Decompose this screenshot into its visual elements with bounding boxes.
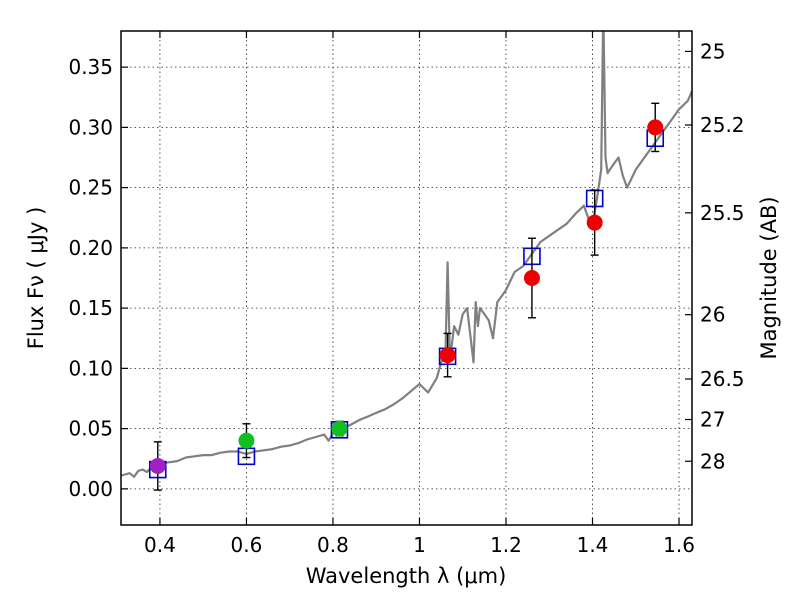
- observed-point: [149, 457, 166, 474]
- x-tick-label: 1.6: [663, 533, 695, 557]
- x-axis-label: Wavelength λ (μm): [306, 564, 507, 588]
- x-tick-label: 1.2: [490, 533, 522, 557]
- observed-point-layer: [149, 119, 664, 474]
- x-tick-label: 0.8: [317, 533, 349, 557]
- y-axis-label: Flux Fν ( μJy ): [24, 207, 48, 350]
- right-tick-label: 27: [700, 408, 725, 432]
- x-tick-label: 0.4: [144, 533, 176, 557]
- observed-point: [439, 347, 456, 364]
- y-tick-label: 0.25: [68, 176, 113, 200]
- y-tick-label: 0.00: [68, 477, 113, 501]
- x-axis-ticks: 0.4 0.6 0.8 1 1.2 1.4 1.6: [144, 31, 695, 557]
- observed-point: [586, 214, 603, 231]
- y-tick-label: 0.35: [68, 55, 113, 79]
- observed-point: [647, 119, 664, 136]
- model-spectrum-layer: [121, 31, 692, 478]
- y-tick-label: 0.10: [68, 356, 113, 380]
- plot-frame: [120, 30, 693, 526]
- observed-point: [238, 432, 255, 449]
- y-axis-ticks: 0.00 0.05 0.10 0.15 0.20 0.25 0.30 0.35: [68, 55, 128, 501]
- right-axis-label: Magnitude (AB): [757, 196, 781, 359]
- x-tick-label: 1.4: [577, 533, 609, 557]
- right-tick-label: 28: [700, 449, 725, 473]
- observed-point: [523, 270, 540, 286]
- y-tick-label: 0.20: [68, 236, 113, 260]
- grid: [121, 31, 692, 525]
- right-tick-label: 25.5: [700, 201, 745, 225]
- y-tick-label: 0.05: [68, 417, 113, 441]
- right-tick-label: 25: [700, 39, 725, 63]
- right-tick-label: 25.2: [700, 113, 745, 137]
- x-tick-label: 0.6: [231, 533, 263, 557]
- observed-point: [331, 420, 348, 437]
- right-tick-label: 26.5: [700, 367, 745, 391]
- y-tick-label: 0.15: [68, 296, 113, 320]
- x-tick-label: 1: [413, 533, 426, 557]
- right-tick-label: 26: [700, 303, 725, 327]
- right-axis-ticks: 25 25.2 25.5 26 26.5 27 28: [685, 39, 745, 473]
- y-tick-label: 0.30: [68, 115, 113, 139]
- model-spectrum-line: [121, 31, 692, 478]
